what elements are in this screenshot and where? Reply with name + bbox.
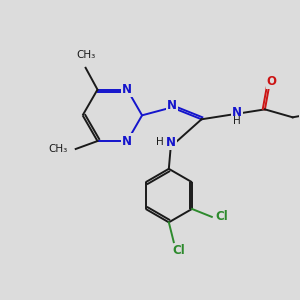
Text: CH₃: CH₃ [49,144,68,154]
Text: H: H [156,137,164,147]
Text: O: O [267,75,277,88]
Text: Cl: Cl [172,244,185,256]
Text: H: H [233,116,241,126]
Text: N: N [166,136,176,148]
Text: N: N [122,83,132,96]
Text: CH₃: CH₃ [76,50,95,60]
Text: N: N [232,106,242,119]
Text: N: N [122,135,132,148]
Text: Cl: Cl [215,210,228,224]
Text: N: N [167,99,177,112]
